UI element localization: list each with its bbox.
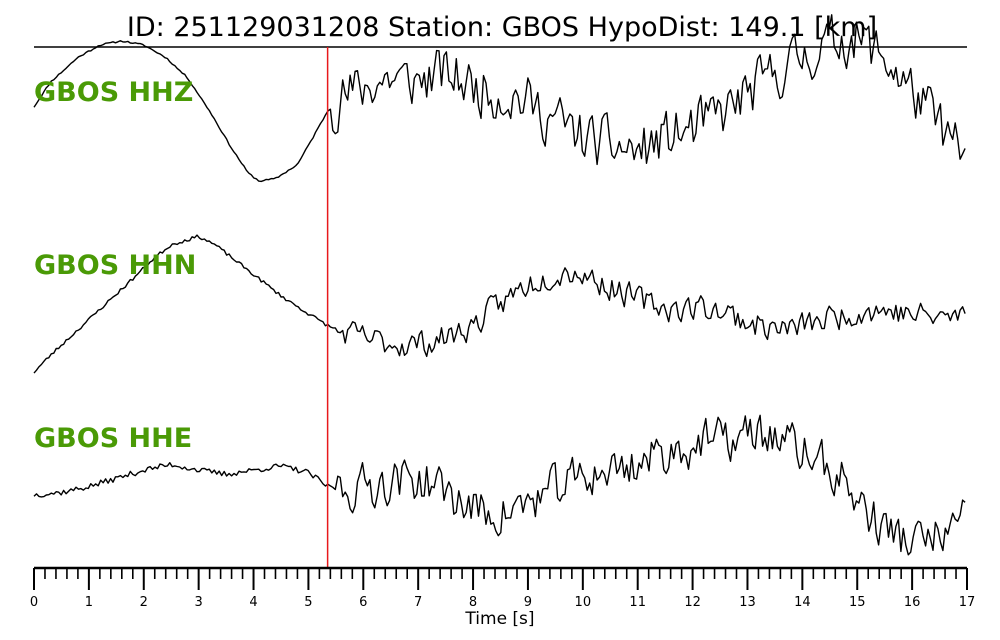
x-tick-label: 10	[575, 595, 592, 610]
x-tick-label: 14	[794, 595, 811, 610]
x-axis: 0 1 2 3 4 5 6 7 8 9 10 11 12 13 14 15 16 17	[30, 566, 976, 610]
x-tick-label: 12	[684, 595, 701, 610]
x-tick-label: 5	[304, 595, 312, 610]
channel-label: GBOS HHZ	[34, 77, 193, 108]
x-tick-label: 8	[469, 595, 477, 610]
x-tick-label: 1	[85, 595, 93, 610]
channel-label: GBOS HHE	[34, 423, 192, 454]
x-tick-label: 17	[959, 595, 976, 610]
x-axis-label: Time [s]	[464, 609, 534, 629]
x-tick-label: 3	[195, 595, 203, 610]
x-tick-label: 16	[904, 595, 921, 610]
traces-group	[33, 14, 966, 556]
x-tick-label: 7	[414, 595, 422, 610]
trace-gbos-hhz	[33, 14, 966, 183]
x-tick-label: 9	[524, 595, 532, 610]
x-tick-label: 0	[30, 595, 38, 610]
trace-gbos-hhe	[33, 414, 966, 556]
channel-label: GBOS HHN	[34, 250, 196, 281]
x-tick-label: 15	[849, 595, 866, 610]
x-tick-label: 13	[739, 595, 756, 610]
x-tick-label: 2	[140, 595, 148, 610]
x-tick-label: 11	[629, 595, 646, 610]
x-tick-label: 4	[249, 595, 257, 610]
trace-gbos-hhn	[33, 234, 966, 374]
chart-title: ID: 251129031208 Station: GBOS HypoDist:…	[127, 12, 877, 43]
x-tick-label: 6	[359, 595, 367, 610]
labels-group: GBOS HHZ GBOS HHN GBOS HHE	[34, 77, 196, 454]
